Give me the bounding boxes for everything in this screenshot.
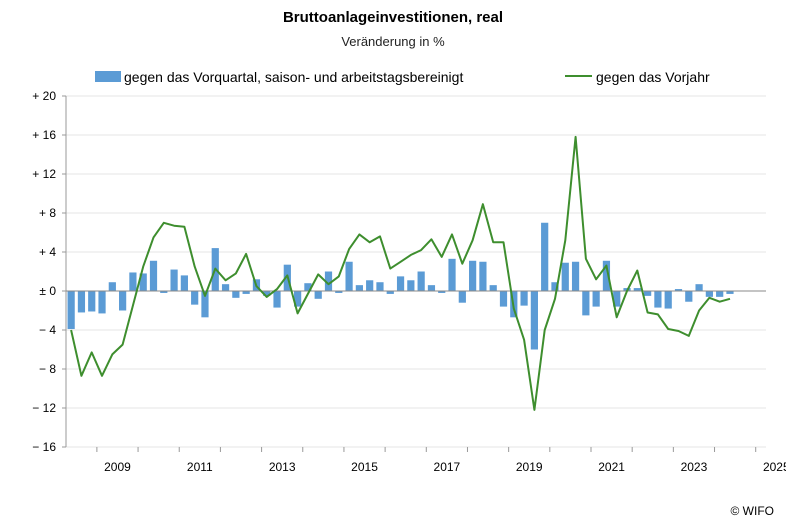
x-axis-ticks: 2009 2011 2013 2015 2017 2019 2021 2023 2025 <box>104 460 786 474</box>
y-tick-label: − 8 <box>39 362 56 376</box>
bar <box>644 291 652 296</box>
bar <box>160 291 168 293</box>
bar <box>613 291 621 307</box>
bar <box>541 222 549 291</box>
bar <box>530 291 538 350</box>
bar <box>335 291 343 293</box>
y-tick-label: + 12 <box>32 167 56 181</box>
bar <box>294 291 302 307</box>
bar <box>469 260 477 291</box>
x-tick-label: 2021 <box>598 460 625 474</box>
y-axis-ticks: + 20 + 16 + 12 + 8 + 4 ± 0 − 4 − 8 − 12 − 16 <box>32 89 56 454</box>
bar <box>355 285 363 291</box>
line-yoy <box>70 135 731 411</box>
y-tick-label: − 16 <box>32 440 56 454</box>
bar <box>98 291 106 314</box>
y-tick-label: + 16 <box>32 128 56 142</box>
bar <box>716 291 724 297</box>
bar <box>77 291 86 313</box>
bar <box>345 261 353 291</box>
bar <box>561 262 569 291</box>
bar <box>191 291 199 305</box>
bar <box>520 291 528 306</box>
bar <box>633 288 641 291</box>
bar <box>582 291 590 316</box>
y-tick-label: − 4 <box>39 323 56 337</box>
bar <box>726 291 734 294</box>
bar <box>324 271 333 291</box>
bar <box>88 291 96 312</box>
x-tick-label: 2013 <box>269 460 296 474</box>
bar <box>427 285 436 291</box>
credit: © WIFO <box>731 504 775 518</box>
bar <box>674 289 683 291</box>
bar <box>602 260 611 291</box>
bar <box>314 291 322 299</box>
x-tick-label: 2011 <box>187 460 213 474</box>
y-tick-label: + 8 <box>39 206 56 220</box>
y-tick-label: − 12 <box>32 401 56 415</box>
y-tick-label: + 4 <box>39 245 56 259</box>
x-tick-label: 2017 <box>434 460 461 474</box>
bar <box>201 291 209 318</box>
bar <box>705 291 713 297</box>
bar <box>685 291 693 302</box>
bar <box>448 258 456 291</box>
chart-title: Bruttoanlageinvestitionen, real <box>283 9 503 26</box>
bar <box>489 285 497 291</box>
bar <box>664 291 672 309</box>
bar <box>273 291 281 308</box>
bar <box>417 271 425 291</box>
bar <box>592 291 600 307</box>
legend-bar-swatch <box>95 71 121 82</box>
bar <box>366 280 374 291</box>
bar <box>571 261 580 291</box>
bar <box>499 291 508 307</box>
bar <box>67 291 75 330</box>
x-tick-label: 2015 <box>351 460 378 474</box>
bar <box>149 260 158 291</box>
bar <box>376 282 384 291</box>
bar <box>386 291 394 294</box>
bar <box>407 280 415 291</box>
legend-line-label: gegen das Vorjahr <box>596 69 710 85</box>
y-tick-label: ± 0 <box>39 284 56 298</box>
x-tick-label: 2009 <box>104 460 131 474</box>
bar <box>438 291 446 293</box>
legend-bar-label: gegen das Vorquartal, saison- und arbeit… <box>124 69 463 85</box>
bar <box>263 291 271 296</box>
bar <box>170 269 178 291</box>
bar <box>304 283 312 291</box>
bar <box>139 273 147 291</box>
bar <box>695 284 703 291</box>
bar <box>396 276 405 291</box>
x-tick-label: 2019 <box>516 460 543 474</box>
bar <box>551 282 559 291</box>
chart-subtitle: Veränderung in % <box>341 34 445 49</box>
bar <box>654 291 662 308</box>
x-tick-label: 2025 <box>763 460 786 474</box>
bar <box>232 291 240 298</box>
legend: gegen das Vorquartal, saison- und arbeit… <box>95 69 710 85</box>
bar <box>129 272 137 291</box>
bar <box>108 282 116 291</box>
bar <box>242 291 250 294</box>
line-series <box>70 135 731 411</box>
bar <box>180 275 188 291</box>
bar <box>119 291 127 311</box>
bar <box>479 261 487 291</box>
axes <box>62 95 766 452</box>
y-tick-label: + 20 <box>32 89 56 103</box>
bar <box>458 291 466 303</box>
bar <box>221 284 230 291</box>
x-tick-label: 2023 <box>681 460 708 474</box>
